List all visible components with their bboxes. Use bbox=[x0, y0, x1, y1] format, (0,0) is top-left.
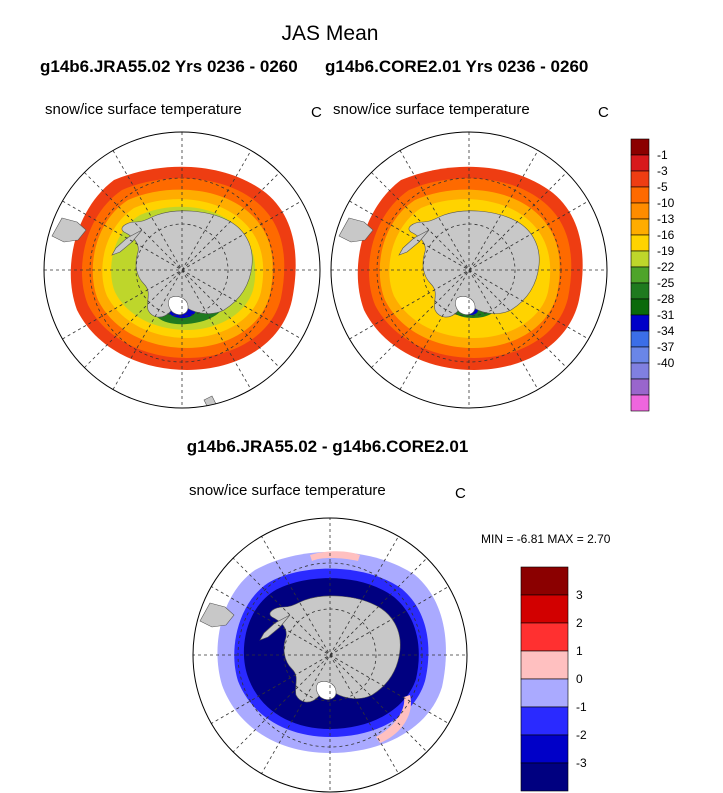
main-colorbar-swatch bbox=[630, 362, 650, 380]
difference-colorbar-label: 1 bbox=[576, 644, 583, 658]
main-colorbar-swatch bbox=[630, 378, 650, 396]
figure-title: JAS Mean bbox=[281, 22, 379, 45]
main-colorbar-swatch bbox=[630, 138, 650, 156]
main-colorbar-label: -37 bbox=[657, 340, 675, 354]
difference-unit: C bbox=[455, 485, 466, 502]
left-panel-run-label: g14b6.JRA55.02 Yrs 0236 - 0260 bbox=[40, 57, 298, 76]
main-colorbar-swatch bbox=[630, 266, 650, 284]
main-colorbar-swatch bbox=[630, 170, 650, 188]
main-colorbar-swatch bbox=[630, 346, 650, 364]
right-panel-variable: snow/ice surface temperature bbox=[333, 101, 530, 118]
min-value: -6.81 bbox=[516, 532, 545, 546]
main-colorbar-swatch bbox=[630, 394, 650, 412]
difference-title: g14b6.JRA55.02 - g14b6.CORE2.01 bbox=[186, 437, 469, 456]
difference-polar-map bbox=[192, 517, 468, 793]
main-colorbar-label: -34 bbox=[657, 324, 675, 338]
main-colorbar: -1 -3 -5 -10 -13 -16 -19 -22 -25 -28 -31 -34 -37 -40 bbox=[630, 138, 675, 412]
main-colorbar-swatch bbox=[630, 298, 650, 316]
main-colorbar-swatch bbox=[630, 282, 650, 300]
difference-colorbar: 3 2 1 0 -1 -2 -3 bbox=[520, 566, 587, 792]
difference-colorbar-label: 2 bbox=[576, 616, 583, 630]
main-colorbar-swatch bbox=[630, 330, 650, 348]
difference-colorbar-swatch bbox=[520, 650, 569, 680]
left-panel-unit: C bbox=[311, 104, 322, 121]
main-colorbar-swatch bbox=[630, 186, 650, 204]
left-panel-variable: snow/ice surface temperature bbox=[45, 101, 242, 118]
right-panel-unit: C bbox=[598, 104, 609, 121]
main-colorbar-label: -5 bbox=[657, 180, 668, 194]
difference-colorbar-swatch bbox=[520, 594, 569, 624]
difference-colorbar-swatch bbox=[520, 622, 569, 652]
difference-colorbar-label: 3 bbox=[576, 588, 583, 602]
difference-colorbar-swatch bbox=[520, 762, 569, 792]
difference-colorbar-label: 0 bbox=[576, 672, 583, 686]
difference-colorbar-label: -1 bbox=[576, 700, 587, 714]
main-colorbar-swatch bbox=[630, 314, 650, 332]
main-colorbar-swatch bbox=[630, 202, 650, 220]
main-colorbar-swatch bbox=[630, 154, 650, 172]
main-colorbar-label: -22 bbox=[657, 260, 675, 274]
difference-colorbar-swatch bbox=[520, 706, 569, 736]
main-colorbar-swatch bbox=[630, 218, 650, 236]
main-colorbar-label: -28 bbox=[657, 292, 675, 306]
main-colorbar-label: -19 bbox=[657, 244, 675, 258]
right-panel-run-label: g14b6.CORE2.01 Yrs 0236 - 0260 bbox=[325, 57, 589, 76]
main-colorbar-label: -40 bbox=[657, 356, 675, 370]
right-polar-map bbox=[330, 131, 608, 409]
max-label: MAX = bbox=[547, 532, 584, 546]
difference-variable: snow/ice surface temperature bbox=[189, 482, 386, 499]
main-colorbar-label: -1 bbox=[657, 148, 668, 162]
difference-colorbar-swatch bbox=[520, 734, 569, 764]
main-colorbar-label: -10 bbox=[657, 196, 675, 210]
main-colorbar-label: -3 bbox=[657, 164, 668, 178]
main-colorbar-label: -25 bbox=[657, 276, 675, 290]
main-colorbar-swatch bbox=[630, 250, 650, 268]
difference-colorbar-label: -2 bbox=[576, 728, 587, 742]
left-polar-map bbox=[43, 131, 321, 409]
min-max-readout: MIN = -6.81 MAX = 2.70 bbox=[481, 532, 610, 546]
max-value: 2.70 bbox=[587, 532, 611, 546]
min-label: MIN = bbox=[481, 532, 514, 546]
main-colorbar-label: -16 bbox=[657, 228, 675, 242]
difference-colorbar-swatch bbox=[520, 566, 569, 596]
difference-colorbar-label: -3 bbox=[576, 756, 587, 770]
main-colorbar-swatch bbox=[630, 234, 650, 252]
difference-colorbar-swatch bbox=[520, 678, 569, 708]
main-colorbar-label: -13 bbox=[657, 212, 675, 226]
main-colorbar-label: -31 bbox=[657, 308, 675, 322]
